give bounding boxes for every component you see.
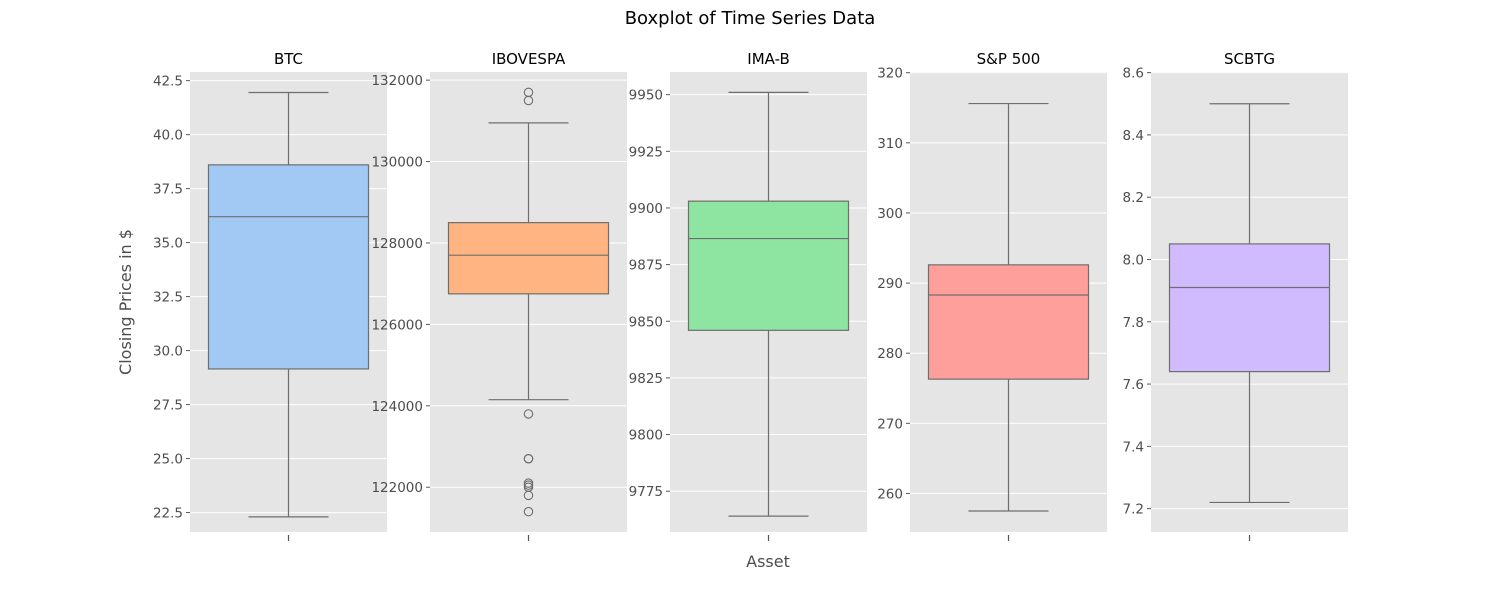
panel-2-outlier — [523, 409, 534, 419]
panel-4-ytick-label: 310 — [877, 136, 903, 152]
panel-1-ytick-label: 27.5 — [153, 398, 183, 414]
panel-2-ytick-label: 126000 — [371, 317, 423, 333]
panel-1-ytick-label: 35.0 — [153, 236, 183, 252]
panel-1-ytick-label: 37.5 — [153, 182, 183, 198]
panel-2-ytick-label: 124000 — [371, 399, 423, 415]
panel-4-ytick-label: 260 — [877, 486, 903, 502]
panel-1-ytick-label: 30.0 — [153, 344, 183, 360]
panel-2-outlier — [523, 490, 534, 501]
panel-5-ytick-label: 7.6 — [1123, 377, 1144, 393]
panel-2-outlier — [523, 95, 534, 106]
panel-2-title: IBOVESPA — [492, 50, 566, 68]
panel-2-ytick-label: 122000 — [371, 480, 423, 496]
panel-5-ytick-label: 8.2 — [1123, 190, 1144, 206]
panel-3-ytick-label: 9800 — [629, 428, 663, 444]
panel-1-ytick-label: 32.5 — [153, 290, 183, 306]
panel-3-ytick-label: 9925 — [629, 144, 663, 160]
panel-4-ytick-label: 290 — [877, 276, 903, 292]
panel-3-ytick-label: 9900 — [629, 201, 663, 217]
panel-2-outlier — [523, 453, 534, 464]
panel-1-box — [207, 164, 370, 370]
y-axis-label: Closing Prices in $ — [116, 229, 135, 375]
panel-3-ytick-label: 9950 — [629, 88, 663, 104]
panel-2-ytick-label: 130000 — [371, 155, 423, 171]
panel-3-ytick-label: 9825 — [629, 371, 663, 387]
panel-3-ytick-label: 9775 — [629, 484, 663, 500]
panel-2-ytick-label: 132000 — [371, 73, 423, 89]
panel-5-ytick-label: 8.6 — [1123, 66, 1144, 82]
panel-1-title: BTC — [274, 50, 303, 68]
panel-5-ytick-label: 7.4 — [1123, 439, 1144, 455]
panel-1-ytick-label: 40.0 — [153, 128, 183, 144]
chart-title: Boxplot of Time Series Data — [624, 8, 876, 29]
panel-4-ytick-label: 300 — [877, 206, 903, 222]
panel-4-box — [927, 264, 1090, 380]
panel-3-title: IMA-B — [747, 50, 789, 68]
panel-4-title: S&P 500 — [977, 50, 1041, 68]
panel-2-outlier — [523, 506, 534, 517]
panel-2-box — [447, 222, 610, 295]
panel-5-ytick-label: 7.2 — [1123, 502, 1144, 518]
x-axis-label: Asset — [746, 552, 790, 571]
panel-5-ytick-label: 7.8 — [1123, 315, 1144, 331]
panel-5-title: SCBTG — [1224, 50, 1275, 68]
panel-5-box — [1168, 243, 1331, 373]
panel-3-ytick-label: 9850 — [629, 314, 663, 330]
panel-4-ytick-label: 280 — [877, 346, 903, 362]
panel-4-ytick-label: 270 — [877, 416, 903, 432]
panel-3-ytick-label: 9875 — [629, 258, 663, 274]
panel-1-ytick-label: 22.5 — [153, 506, 183, 522]
panel-1-ytick-label: 42.5 — [153, 74, 183, 90]
panel-3-box — [687, 200, 850, 331]
panel-1-ytick-label: 25.0 — [153, 452, 183, 468]
panel-5-ytick-label: 8.4 — [1123, 128, 1144, 144]
panel-5-ytick-label: 8.0 — [1123, 252, 1144, 268]
panel-4-ytick-label: 320 — [877, 66, 903, 82]
panel-2-ytick-label: 128000 — [371, 236, 423, 252]
